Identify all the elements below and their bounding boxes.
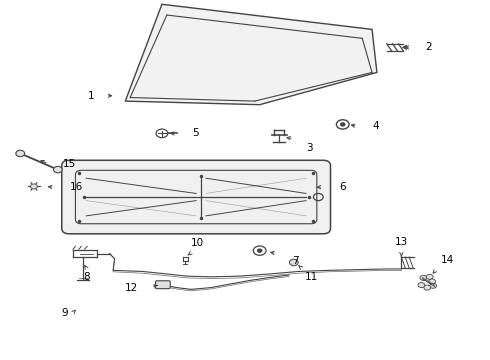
Text: 11: 11	[304, 272, 318, 282]
Polygon shape	[125, 4, 377, 105]
Circle shape	[418, 283, 425, 288]
Circle shape	[426, 274, 433, 279]
Circle shape	[429, 279, 436, 284]
Text: 16: 16	[70, 182, 83, 192]
Text: 2: 2	[425, 42, 432, 52]
Text: 4: 4	[372, 121, 379, 131]
Text: 12: 12	[125, 283, 138, 293]
Circle shape	[424, 285, 431, 290]
Circle shape	[257, 249, 262, 252]
Circle shape	[430, 283, 437, 288]
Circle shape	[53, 166, 62, 173]
Text: 3: 3	[306, 143, 313, 153]
Text: 5: 5	[192, 129, 198, 138]
Text: 13: 13	[395, 237, 408, 247]
Circle shape	[340, 123, 345, 126]
Text: 1: 1	[88, 91, 95, 101]
Text: 15: 15	[63, 159, 76, 169]
Text: 7: 7	[292, 256, 298, 266]
Text: 8: 8	[83, 272, 90, 282]
Circle shape	[16, 150, 24, 157]
Text: 6: 6	[340, 182, 346, 192]
Circle shape	[420, 275, 427, 280]
Circle shape	[30, 184, 37, 189]
Text: 10: 10	[191, 238, 204, 248]
Text: 14: 14	[441, 255, 454, 265]
Text: 9: 9	[61, 308, 68, 318]
FancyBboxPatch shape	[156, 281, 170, 289]
FancyBboxPatch shape	[62, 160, 331, 234]
Circle shape	[290, 259, 298, 266]
